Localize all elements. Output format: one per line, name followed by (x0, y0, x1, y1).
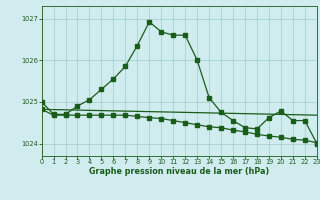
X-axis label: Graphe pression niveau de la mer (hPa): Graphe pression niveau de la mer (hPa) (89, 167, 269, 176)
